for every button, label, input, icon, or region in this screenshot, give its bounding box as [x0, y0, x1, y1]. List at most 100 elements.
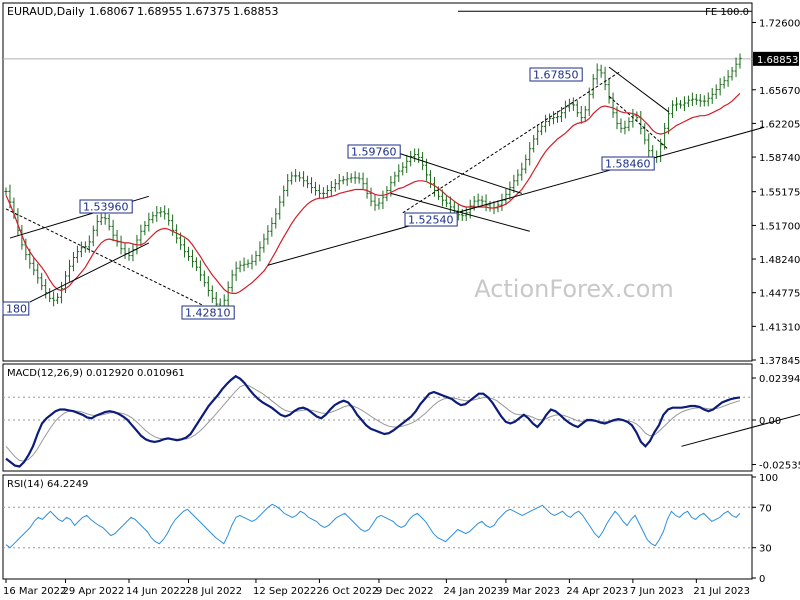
price-bar: [345, 172, 349, 186]
rsi-plot: [3, 503, 752, 549]
time-tick-label: 29 Apr 2022: [63, 586, 125, 597]
ohlc-readout: 1.68067 1.68955 1.67375 1.68853: [89, 5, 279, 18]
price-bar: [294, 169, 298, 183]
price-bar: [159, 207, 163, 218]
price-bar: [79, 241, 83, 258]
price-bar: [476, 193, 480, 208]
rsi-tick-label: 70: [759, 503, 772, 514]
price-bar: [202, 270, 206, 287]
price-bar: [182, 238, 187, 258]
price-bar: [32, 257, 36, 276]
dashed-trendline: [402, 70, 622, 214]
price-tick-label: 1.62205: [759, 119, 800, 130]
price-tick-label: 1.65670: [759, 86, 800, 97]
time-tick-label: 24 Jan 2023: [443, 586, 503, 597]
price-bar: [619, 118, 623, 133]
price-bar: [599, 64, 603, 78]
price-bar: [551, 111, 556, 125]
price-bar: [325, 185, 329, 199]
price-annotation: 1.53960: [79, 199, 133, 214]
price-bar: [524, 154, 528, 174]
price-bar: [520, 162, 524, 181]
price-panel-frame: [2, 2, 753, 362]
price-bar: [547, 113, 552, 127]
macd-trendline: [681, 413, 800, 447]
time-tick-label: 9 Mar 2023: [503, 586, 560, 597]
price-bar: [484, 194, 488, 212]
price-bar: [52, 291, 56, 307]
price-bar: [702, 95, 706, 107]
price-bar: [417, 148, 421, 163]
price-bar: [444, 195, 448, 208]
price-bar: [341, 175, 345, 185]
price-bar: [369, 187, 373, 207]
price-annotation-label: 1.58460: [605, 158, 651, 171]
price-bar: [512, 174, 516, 193]
price-bar: [238, 260, 242, 273]
price-bar: [603, 66, 607, 91]
price-tick-label: 1.58740: [759, 153, 800, 164]
price-bar: [559, 106, 564, 122]
price-bar: [40, 272, 44, 291]
ohlc-open: 1.68067: [89, 5, 135, 18]
price-title: EURAUD,Daily: [7, 5, 85, 18]
price-bar: [298, 171, 302, 182]
price-tick-label: 1.41310: [759, 322, 800, 333]
price-bar: [480, 195, 484, 206]
time-tick-label: 14 Jun 2022: [126, 586, 186, 597]
price-annotation-box: [529, 67, 583, 82]
ohlc-high: 1.68955: [137, 5, 183, 18]
price-bar: [690, 92, 694, 107]
price-annotation: 1.42810: [181, 305, 235, 320]
price-bar: [99, 213, 103, 226]
price-bar: [409, 150, 413, 167]
price-bar: [190, 249, 195, 268]
macd-title: MACD(12,26,9) 0.012920 0.010961: [7, 368, 185, 379]
price-bar: [738, 53, 742, 69]
price-bar: [607, 78, 611, 104]
price-bar: [591, 74, 595, 99]
moving-average-line: [5, 92, 741, 294]
price-bar: [155, 206, 159, 222]
price-bar: [393, 171, 397, 187]
price-bar: [532, 134, 536, 153]
price-bar: [698, 93, 702, 107]
price-bar: [250, 254, 254, 270]
price-annotation-box: [2, 301, 30, 316]
price-tick-label: 1.48240: [759, 255, 800, 266]
price-bar: [337, 173, 341, 190]
price-bar: [647, 133, 651, 157]
price-bar: [670, 100, 675, 118]
rsi-axis: 100 70 30 0: [752, 473, 778, 585]
price-bar: [305, 175, 310, 189]
price-bar: [206, 276, 210, 297]
price-bar: [575, 100, 579, 117]
price-bar: [579, 105, 583, 124]
price-bar: [710, 87, 714, 104]
price-bar: [623, 120, 627, 135]
price-bar: [143, 221, 147, 236]
price-annotation-box: [347, 144, 401, 159]
price-bar: [734, 57, 738, 78]
price-bar: [377, 198, 381, 210]
price-bar: [508, 181, 512, 200]
ohlc-close: 1.68853: [233, 5, 279, 18]
price-bar: [401, 162, 405, 176]
price-tick-label: 1.37845: [759, 356, 800, 367]
price-annotation: 1.52540: [404, 212, 458, 227]
price-bar: [543, 114, 548, 133]
trendline: [267, 126, 764, 266]
price-bar: [59, 281, 64, 304]
time-tick-label: 28 Jul 2022: [186, 586, 243, 597]
price-bar: [405, 154, 409, 173]
price-bar: [706, 92, 710, 107]
price-annotation-box: [181, 305, 235, 320]
price-annotation: 1.59760: [347, 144, 401, 159]
time-tick-label: 21 Jul 2023: [693, 586, 750, 597]
price-bar: [290, 171, 294, 185]
price-bar: [226, 281, 230, 306]
price-bar: [147, 212, 151, 232]
price-tick-label: 1.68853: [757, 55, 798, 66]
